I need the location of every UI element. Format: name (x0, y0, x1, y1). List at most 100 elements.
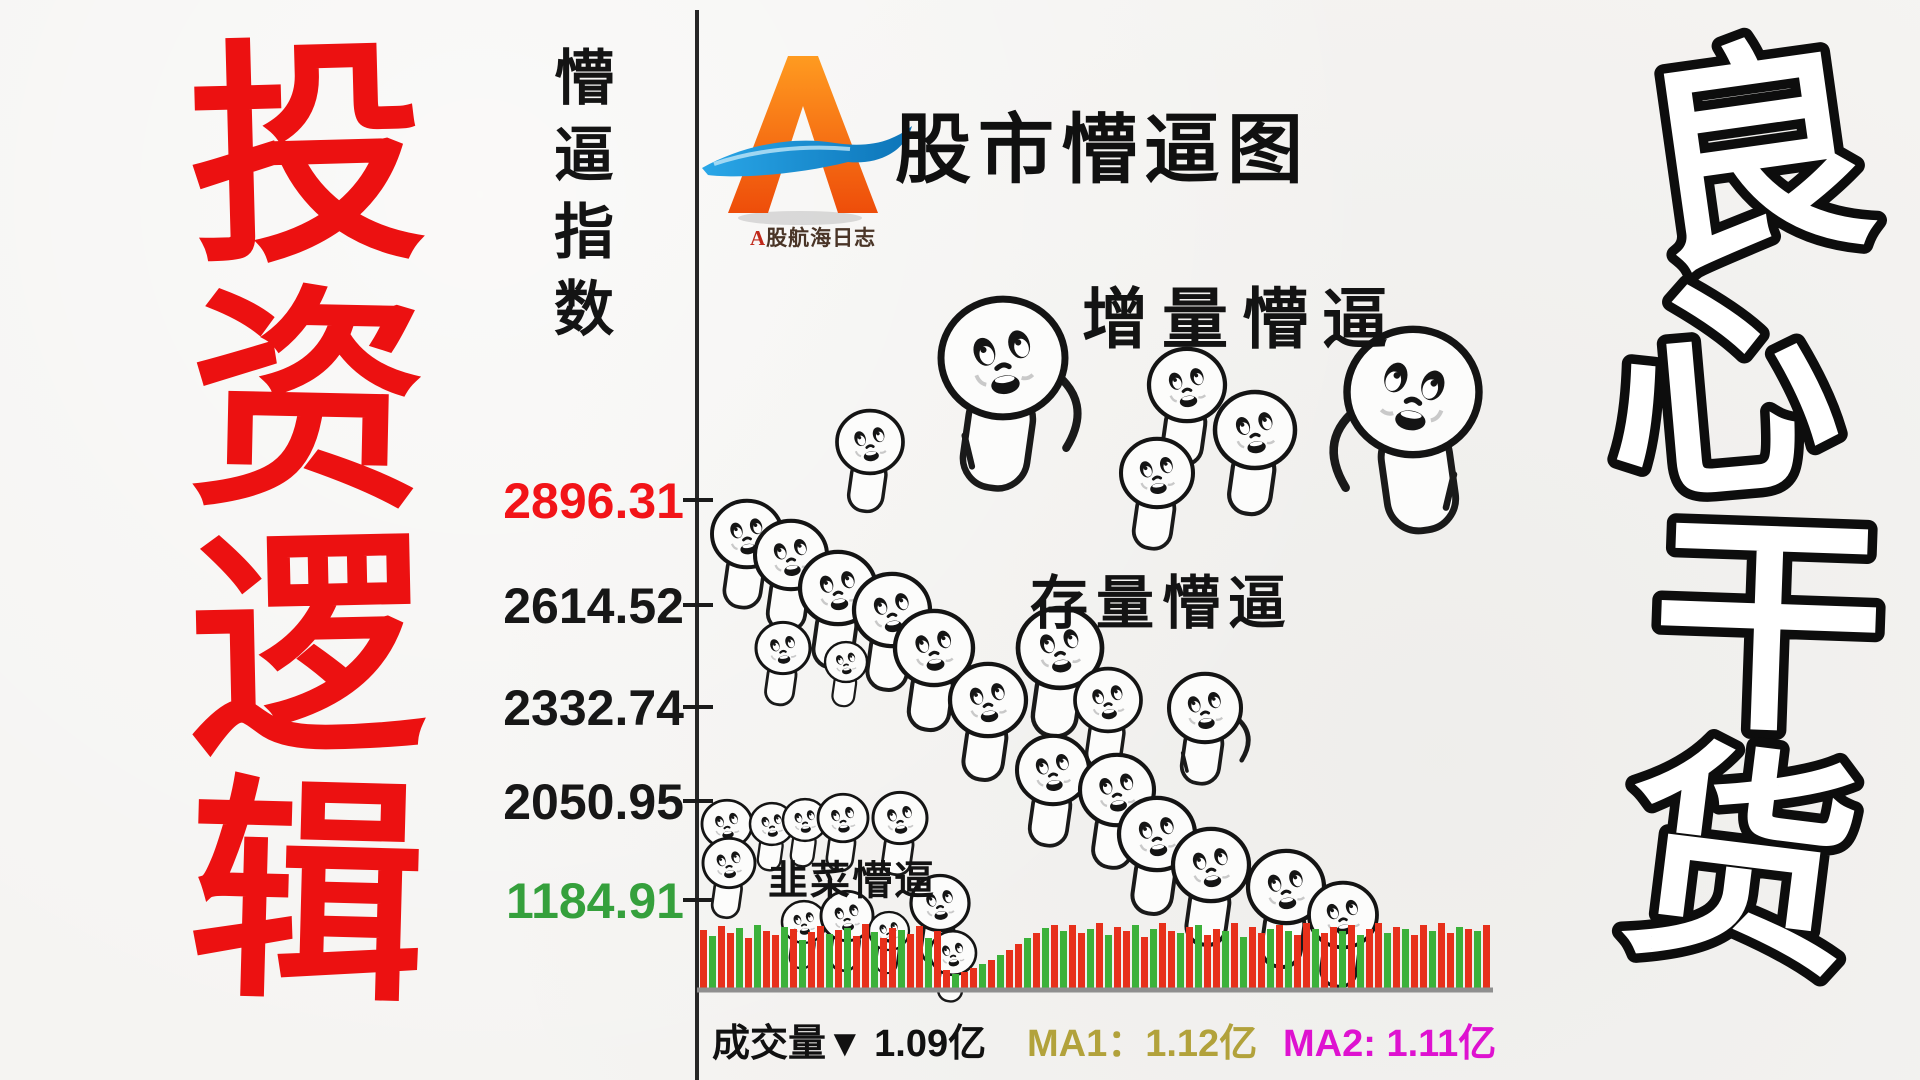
volume-bar (1375, 923, 1382, 988)
left-banner-char: 逻 (186, 514, 428, 784)
volume-bar (916, 926, 923, 988)
volume-bar (907, 934, 914, 988)
right-banner-char: 良 (1622, 14, 1888, 303)
volume-bar (835, 930, 842, 988)
volume-bar (934, 931, 941, 988)
volume-bar (1204, 935, 1211, 988)
meme-face (754, 620, 812, 707)
ma2-legend: MA2: 1.11亿 (1283, 1023, 1497, 1065)
a-share-logo (700, 48, 915, 233)
meme-face (1146, 346, 1228, 467)
volume-bar (1177, 933, 1184, 988)
meme-face (1212, 389, 1298, 517)
right-banner-char: 货 (1609, 721, 1871, 1006)
volume-bar (988, 960, 995, 988)
y-axis-label-char: 指 (554, 199, 614, 266)
left-banner-char: 资 (186, 268, 428, 538)
volume-bar (1429, 931, 1436, 988)
volume-bar (1267, 929, 1274, 988)
y-axis-label-char: 逼 (554, 122, 614, 189)
y-tick-label: 2614.52 (503, 578, 684, 634)
ma1-legend: MA1：1.12亿 (1027, 1023, 1258, 1065)
volume-bar (1186, 927, 1193, 988)
volume-bar (1330, 927, 1337, 988)
volume-bar (1051, 925, 1058, 988)
volume-bar (1132, 925, 1139, 988)
y-axis-label: 懵逼指数 (546, 40, 622, 348)
volume-bar (1069, 925, 1076, 988)
volume-bar (979, 964, 986, 988)
volume-bar (1213, 929, 1220, 988)
volume-bar (1483, 925, 1490, 988)
volume-bar (1456, 927, 1463, 988)
volume-bar (1438, 923, 1445, 988)
logo-subtitle-a: A (750, 226, 767, 250)
volume-bar (1033, 933, 1040, 988)
meme-face (1015, 605, 1105, 739)
meme-face (816, 792, 870, 872)
volume-bar (1294, 935, 1301, 988)
meme-face (1329, 325, 1483, 535)
meme-face (1014, 733, 1092, 848)
volume-bar (817, 926, 824, 988)
volume-bar (1420, 925, 1427, 988)
volume-bar (1249, 927, 1256, 988)
volume-bar (1465, 929, 1472, 988)
y-tick-label: 2896.31 (503, 473, 684, 529)
volume-bar (781, 927, 788, 988)
volume-bar (799, 940, 806, 988)
annotation-1: 存量懵逼 (1030, 571, 1295, 636)
volume-bar (1384, 933, 1391, 988)
volume-bar (1150, 929, 1157, 988)
meme-face (835, 408, 905, 514)
volume-bar (709, 936, 716, 988)
volume-bar (1195, 925, 1202, 988)
logo-subtitle: A股航海日志 (750, 222, 876, 252)
volume-bar (898, 930, 905, 988)
meme-face (937, 295, 1082, 492)
volume-bar (1366, 929, 1373, 988)
volume-bar (970, 968, 977, 988)
volume-bar (754, 925, 761, 988)
left-banner-text: 投资逻辑 (176, 22, 438, 1030)
right-banner-char: 干 (1648, 495, 1889, 762)
volume-bar (736, 928, 743, 988)
volume-bar (952, 974, 959, 988)
volume-bar (880, 938, 887, 988)
meme-face (1118, 436, 1196, 551)
volume-bar (1168, 931, 1175, 988)
annotation-2: 韭菜懵逼 (768, 859, 936, 903)
volume-bar (844, 928, 851, 988)
volume-bar (925, 938, 932, 988)
volume-bar (727, 933, 734, 988)
volume-bar (826, 934, 833, 988)
volume-bar (1159, 923, 1166, 988)
volume-bar (961, 972, 968, 988)
volume-bar (718, 926, 725, 988)
volume-bar (1096, 923, 1103, 988)
volume-bar (1123, 931, 1130, 988)
volume-bar (1258, 933, 1265, 988)
meme-face (871, 790, 929, 877)
volume-bar (700, 930, 707, 988)
volume-bar (763, 931, 770, 988)
volume-bar (772, 935, 779, 988)
volume-bar (862, 924, 869, 988)
right-banner-char: 心 (1595, 254, 1849, 532)
meme-face (947, 661, 1029, 782)
volume-bar (1006, 950, 1013, 988)
logo-subtitle-rest: 股航海日志 (766, 226, 877, 250)
chart-title: 股市懵逼图 (895, 108, 1310, 193)
logo-a-icon (702, 56, 912, 225)
volume-bar (790, 929, 797, 988)
volume-bar (871, 932, 878, 988)
volume-bar (997, 955, 1004, 988)
volume-bar (1141, 937, 1148, 988)
volume-bar (943, 970, 950, 988)
volume-bar (1078, 933, 1085, 988)
meme-face (781, 797, 829, 868)
volume-bar (1357, 935, 1364, 988)
meme-face (892, 608, 976, 733)
